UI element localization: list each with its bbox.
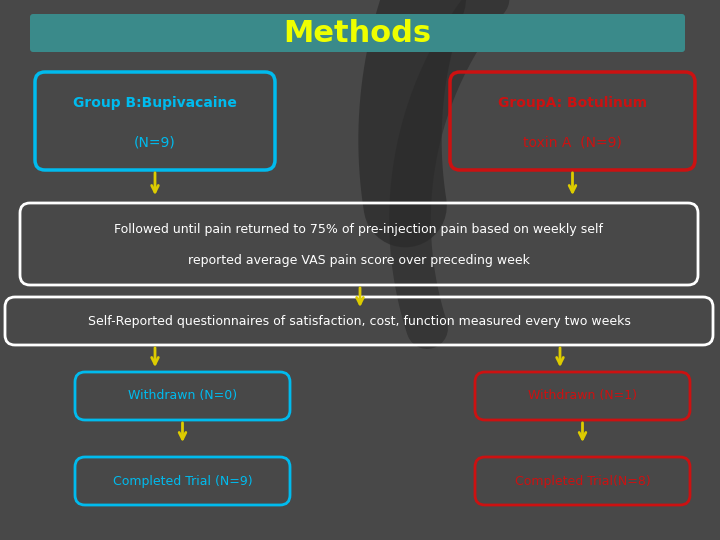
Text: Followed until pain returned to 75% of pre-injection pain based on weekly self: Followed until pain returned to 75% of p… [114, 222, 603, 236]
Text: Group B:Bupivacaine: Group B:Bupivacaine [73, 96, 237, 110]
Text: Withdrawn (N=1): Withdrawn (N=1) [528, 389, 637, 402]
Text: reported average VAS pain score over preceding week: reported average VAS pain score over pre… [188, 254, 530, 267]
Text: Completed Trial (N=9): Completed Trial (N=9) [113, 475, 252, 488]
Text: GroupA: Botulinum: GroupA: Botulinum [498, 96, 647, 110]
Text: (N=9): (N=9) [134, 136, 176, 150]
Text: Self-Reported questionnaires of satisfaction, cost, function measured every two : Self-Reported questionnaires of satisfac… [88, 314, 631, 327]
Text: Completed Trial(N=8): Completed Trial(N=8) [515, 475, 650, 488]
Text: toxin A  (N=9): toxin A (N=9) [523, 136, 622, 150]
FancyBboxPatch shape [30, 14, 685, 52]
Text: Methods: Methods [284, 18, 431, 48]
Text: Withdrawn (N=0): Withdrawn (N=0) [128, 389, 237, 402]
